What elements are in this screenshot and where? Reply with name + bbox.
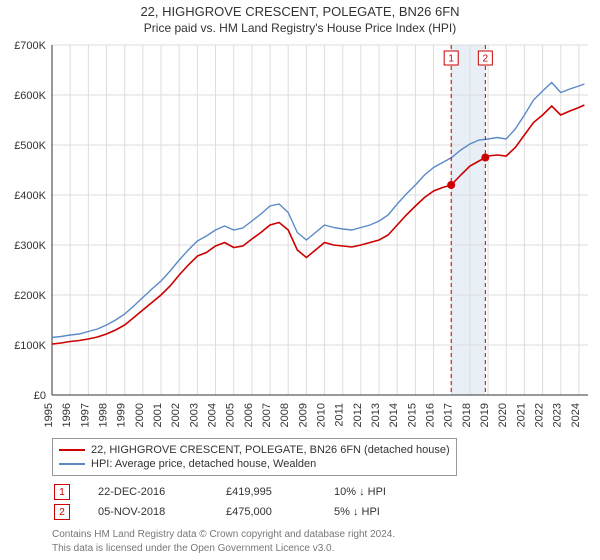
legend-item-property: 22, HIGHGROVE CRESCENT, POLEGATE, BN26 6…: [59, 443, 450, 457]
legend-swatch-property: [59, 449, 85, 451]
tx-price-1: £419,995: [226, 486, 316, 498]
title-subtitle: Price paid vs. HM Land Registry's House …: [0, 21, 600, 35]
tx-diff-2: 5% ↓ HPI: [334, 506, 444, 518]
svg-text:2007: 2007: [261, 403, 273, 427]
legend-area: 22, HIGHGROVE CRESCENT, POLEGATE, BN26 6…: [52, 438, 588, 555]
tx-marker-1: 1: [54, 484, 70, 500]
svg-text:£0: £0: [34, 390, 46, 402]
svg-text:2020: 2020: [497, 403, 509, 427]
tx-marker-2: 2: [54, 504, 70, 520]
chart-area: £0£100K£200K£300K£400K£500K£600K£700K199…: [52, 45, 588, 395]
svg-text:2024: 2024: [570, 403, 582, 427]
svg-text:2018: 2018: [461, 403, 473, 427]
title-address: 22, HIGHGROVE CRESCENT, POLEGATE, BN26 6…: [0, 4, 600, 19]
transactions-table: 1 22-DEC-2016 £419,995 10% ↓ HPI 2 05-NO…: [52, 482, 588, 522]
svg-text:2003: 2003: [188, 403, 200, 427]
svg-text:2008: 2008: [279, 403, 291, 427]
svg-text:2016: 2016: [425, 403, 437, 427]
svg-text:1999: 1999: [116, 403, 128, 427]
svg-text:2005: 2005: [225, 403, 237, 427]
svg-text:£600K: £600K: [14, 90, 46, 102]
svg-text:2002: 2002: [170, 403, 182, 427]
svg-text:1998: 1998: [98, 403, 110, 427]
svg-text:2004: 2004: [207, 403, 219, 427]
legend-label-hpi: HPI: Average price, detached house, Weal…: [91, 457, 316, 471]
svg-text:2023: 2023: [552, 403, 564, 427]
svg-text:£700K: £700K: [14, 40, 46, 52]
legend-item-hpi: HPI: Average price, detached house, Weal…: [59, 457, 450, 471]
svg-text:1995: 1995: [43, 403, 55, 427]
svg-text:£200K: £200K: [14, 290, 46, 302]
chart-svg: £0£100K£200K£300K£400K£500K£600K£700K199…: [52, 45, 588, 440]
svg-text:2: 2: [483, 54, 489, 65]
legend-label-property: 22, HIGHGROVE CRESCENT, POLEGATE, BN26 6…: [91, 443, 450, 457]
svg-text:£500K: £500K: [14, 140, 46, 152]
svg-text:2009: 2009: [297, 403, 309, 427]
footer-line1: Contains HM Land Registry data © Crown c…: [52, 528, 588, 542]
svg-text:£400K: £400K: [14, 190, 46, 202]
tx-date-1: 22-DEC-2016: [98, 486, 208, 498]
svg-text:2013: 2013: [370, 403, 382, 427]
legend-swatch-hpi: [59, 463, 85, 465]
footer-line2: This data is licensed under the Open Gov…: [52, 542, 588, 556]
footer: Contains HM Land Registry data © Crown c…: [52, 528, 588, 555]
svg-text:£300K: £300K: [14, 240, 46, 252]
svg-text:2010: 2010: [316, 403, 328, 427]
tx-diff-1: 10% ↓ HPI: [334, 486, 444, 498]
svg-text:2017: 2017: [443, 403, 455, 427]
svg-text:1997: 1997: [79, 403, 91, 427]
title-area: 22, HIGHGROVE CRESCENT, POLEGATE, BN26 6…: [0, 0, 600, 35]
svg-text:2015: 2015: [406, 403, 418, 427]
series-legend: 22, HIGHGROVE CRESCENT, POLEGATE, BN26 6…: [52, 438, 457, 476]
svg-text:2012: 2012: [352, 403, 364, 427]
svg-text:2000: 2000: [134, 403, 146, 427]
svg-text:2006: 2006: [243, 403, 255, 427]
tx-date-2: 05-NOV-2018: [98, 506, 208, 518]
svg-text:2001: 2001: [152, 403, 164, 427]
svg-text:2021: 2021: [515, 403, 527, 427]
transaction-row: 1 22-DEC-2016 £419,995 10% ↓ HPI: [52, 482, 588, 502]
tx-price-2: £475,000: [226, 506, 316, 518]
chart-container: 22, HIGHGROVE CRESCENT, POLEGATE, BN26 6…: [0, 0, 600, 560]
transaction-row: 2 05-NOV-2018 £475,000 5% ↓ HPI: [52, 502, 588, 522]
svg-text:2011: 2011: [334, 403, 346, 427]
svg-text:1996: 1996: [61, 403, 73, 427]
svg-text:1: 1: [448, 54, 454, 65]
svg-text:2014: 2014: [388, 403, 400, 427]
svg-text:2022: 2022: [534, 403, 546, 427]
svg-text:2019: 2019: [479, 403, 491, 427]
svg-text:£100K: £100K: [14, 340, 46, 352]
